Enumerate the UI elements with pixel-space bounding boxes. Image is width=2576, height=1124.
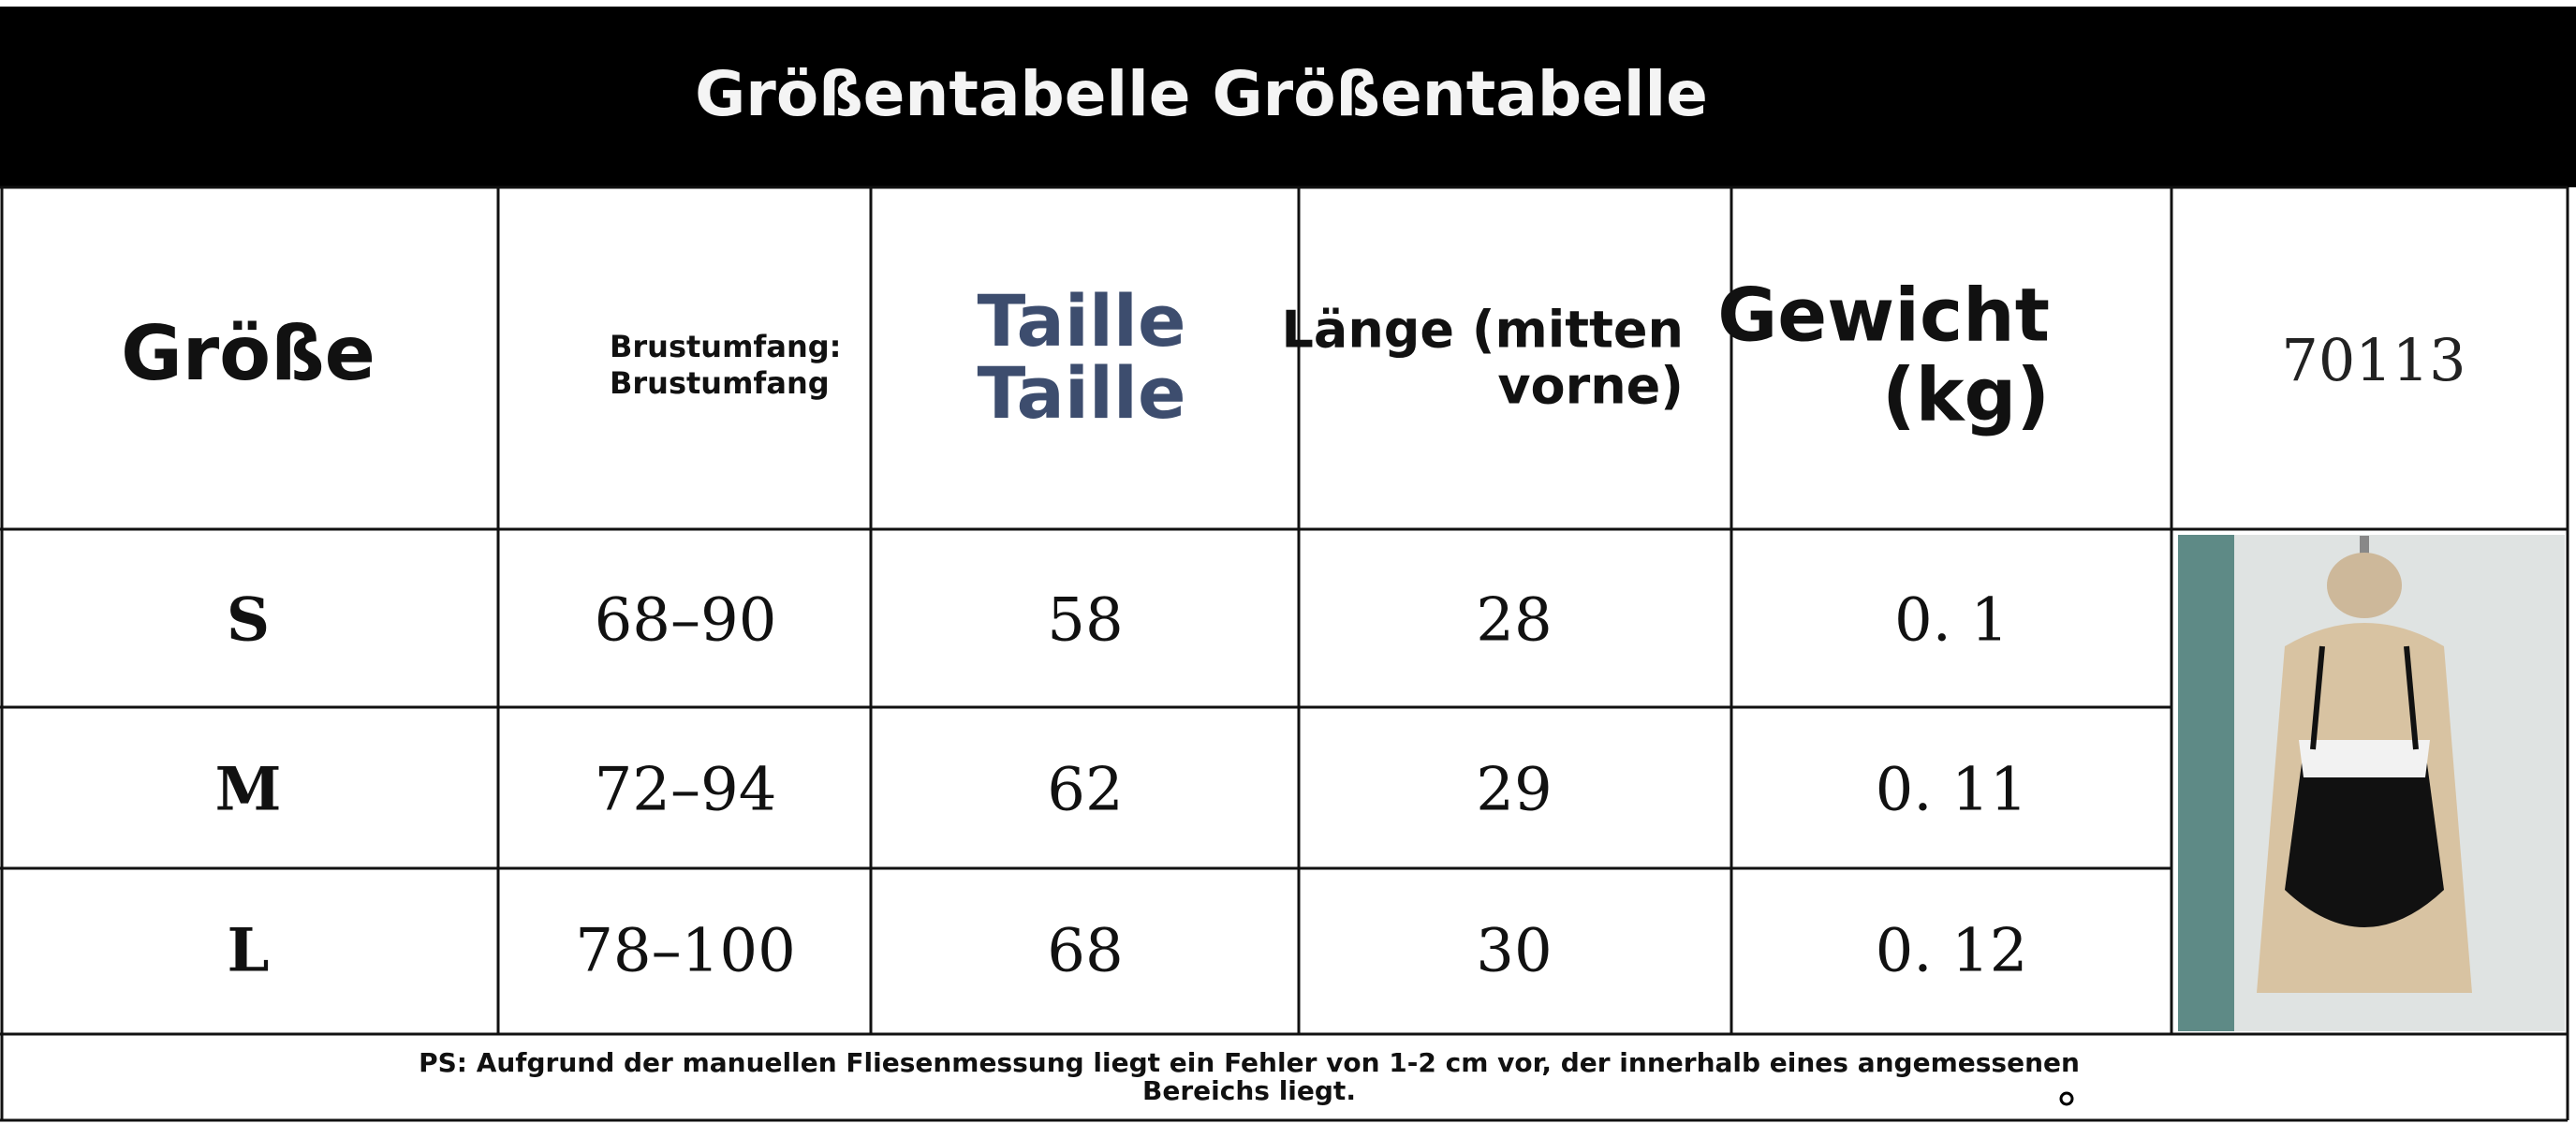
- column-header: Größe: [121, 310, 375, 397]
- table-cell: 68–90: [595, 586, 777, 656]
- footer-note: PS: Aufgrund der manuellen Fliesenmessun…: [419, 1047, 2080, 1078]
- column-header: Gewicht: [1717, 274, 2050, 358]
- column-header: Taille: [977, 351, 1185, 435]
- table-cell: S: [227, 585, 270, 656]
- table-cell: 0. 1: [1894, 586, 2009, 656]
- table-cell: 29: [1476, 756, 1552, 825]
- table-cell: 0. 11: [1876, 756, 2028, 825]
- footer-note: Bereichs liegt.: [1142, 1075, 1356, 1106]
- table-cell: 68: [1047, 917, 1123, 986]
- table-cell: 0. 12: [1876, 917, 2028, 986]
- column-header: Brustumfang:: [610, 329, 841, 364]
- stray-mark: [2059, 1091, 2074, 1106]
- table-cell: 62: [1047, 756, 1123, 825]
- table-grid: [0, 185, 2569, 1122]
- column-header: Länge (mitten: [1281, 301, 1684, 360]
- column-header: 70113: [2281, 326, 2466, 394]
- table-cell: 58: [1047, 586, 1123, 656]
- table-cell: 72–94: [595, 756, 777, 825]
- table-cell: 28: [1476, 586, 1552, 656]
- column-header: vorne): [1497, 357, 1684, 416]
- column-header: (kg): [1882, 353, 2050, 437]
- table-cell: 30: [1476, 917, 1552, 986]
- column-header: Taille: [977, 279, 1185, 362]
- product-photo: [2178, 535, 2565, 1031]
- header-bar: [0, 7, 2576, 187]
- table-cell: 78–100: [575, 917, 796, 986]
- table-cell: M: [215, 755, 282, 825]
- header-title: Größentabelle Größentabelle: [695, 58, 1708, 130]
- column-header: Brustumfang: [610, 365, 830, 401]
- table-cell: L: [228, 916, 270, 986]
